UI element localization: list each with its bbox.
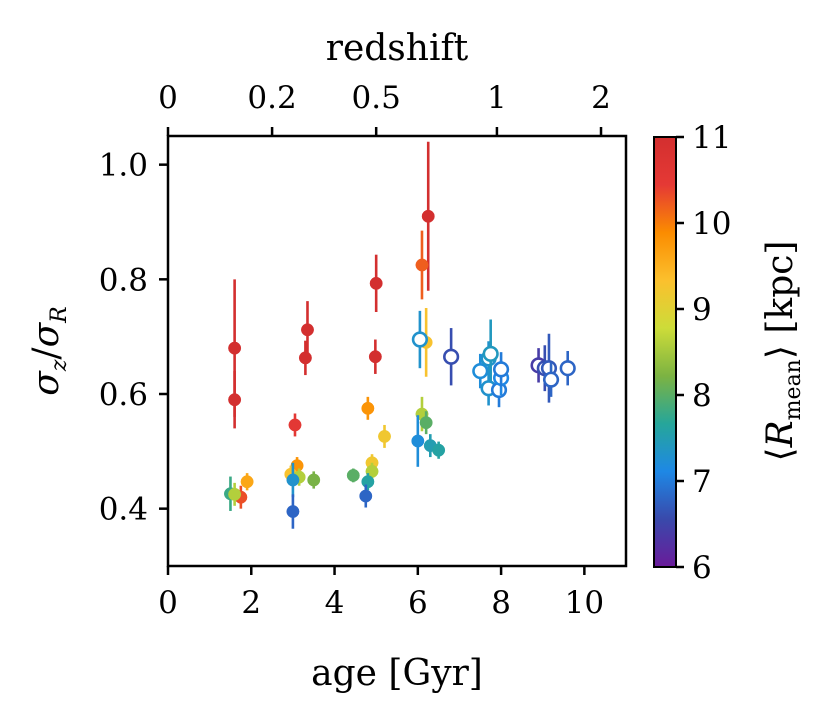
top-axis-title: redshift <box>326 28 469 69</box>
marker <box>559 360 576 377</box>
marker <box>286 473 300 487</box>
filled-data-point <box>359 484 373 508</box>
colorbar-tick-label: 9 <box>692 292 712 328</box>
marker <box>492 361 510 378</box>
marker <box>472 362 489 380</box>
x-tick-label: 4 <box>325 585 345 621</box>
x-tick-label: 0 <box>158 585 178 621</box>
marker <box>421 209 435 223</box>
filled-data-point <box>240 473 254 491</box>
filled-data-point <box>419 411 433 435</box>
x-tick-label: 8 <box>491 585 511 621</box>
marker <box>240 475 254 489</box>
open-data-point <box>443 328 460 386</box>
colorbar-tick-label: 11 <box>692 120 731 156</box>
filled-data-point <box>432 441 446 459</box>
marker <box>228 393 242 407</box>
plot-frame <box>166 134 628 568</box>
y-tick-label: 1.0 <box>99 148 148 184</box>
y-axis-left: 0.4 0.6 0.8 1.0 <box>99 148 168 528</box>
filled-data-point <box>288 413 302 437</box>
x-axis-title: age [Gyr] <box>311 653 483 694</box>
filled-data-point <box>361 396 375 420</box>
marker <box>301 323 314 337</box>
marker <box>419 416 433 430</box>
marker <box>346 468 360 482</box>
marker <box>415 258 429 272</box>
colorbar-ticks: 6 7 8 9 10 11 <box>676 120 731 586</box>
x-axis-top-redshift: 0 0.2 0.5 1 2 <box>158 80 611 136</box>
colorbar-tick-label: 8 <box>692 378 712 414</box>
marker <box>228 341 242 355</box>
top-tick-label: 0.2 <box>247 80 296 116</box>
filled-data-point <box>301 301 314 359</box>
marker <box>369 276 383 290</box>
marker <box>368 350 382 364</box>
open-data-point <box>411 310 429 369</box>
marker <box>432 443 446 457</box>
top-tick-label: 2 <box>591 80 611 116</box>
colorbar: 6 7 8 9 10 11 <box>653 120 731 586</box>
marker <box>482 345 499 362</box>
marker <box>378 429 391 443</box>
filled-data-point <box>228 482 242 506</box>
open-data-point <box>540 333 558 403</box>
marker <box>411 331 429 348</box>
open-data-point <box>472 353 489 389</box>
marker <box>288 418 302 432</box>
filled-data-point <box>369 254 383 313</box>
filled-data-point <box>307 471 321 489</box>
filled-data-point <box>411 415 425 467</box>
x-tick-label: 6 <box>408 585 428 621</box>
plot-area <box>166 134 628 568</box>
open-data-point <box>482 319 499 389</box>
filled-data-point <box>298 340 312 376</box>
colorbar-tick-label: 7 <box>692 464 712 500</box>
data-points <box>224 141 576 529</box>
marker <box>307 473 321 487</box>
y-tick-label: 0.8 <box>99 262 148 298</box>
filled-data-point <box>286 494 300 529</box>
top-tick-label: 0 <box>158 80 178 116</box>
marker <box>443 348 460 365</box>
marker <box>361 475 375 489</box>
marker <box>411 434 425 448</box>
x-axis-bottom: 0 2 4 6 8 10 <box>158 566 604 621</box>
filled-data-point <box>286 462 300 498</box>
filled-data-point <box>346 468 360 483</box>
open-data-point <box>559 351 576 386</box>
marker <box>298 351 312 365</box>
filled-data-point <box>228 371 242 429</box>
x-tick-label: 2 <box>241 585 261 621</box>
marker <box>286 505 300 518</box>
colorbar-title: ⟨Rmean⟩ [kpc] <box>760 241 806 462</box>
open-data-point <box>492 352 510 387</box>
open-data-point <box>542 362 560 397</box>
y-axis-title: σz/σR <box>26 306 72 395</box>
x-tick-label: 10 <box>565 585 604 621</box>
colorbar-gradient <box>653 136 677 568</box>
filled-data-point <box>368 339 382 374</box>
filled-data-point <box>415 230 429 300</box>
top-tick-label: 0.5 <box>352 80 401 116</box>
marker <box>542 371 560 388</box>
colorbar-tick-label: 10 <box>692 206 731 242</box>
top-tick-label: 1 <box>487 80 507 116</box>
y-tick-label: 0.4 <box>99 492 148 528</box>
y-tick-label: 0.6 <box>99 377 148 413</box>
colorbar-tick-label: 6 <box>692 550 712 586</box>
filled-data-point <box>378 424 391 448</box>
marker <box>361 401 375 415</box>
marker <box>359 489 373 503</box>
marker <box>228 487 242 501</box>
